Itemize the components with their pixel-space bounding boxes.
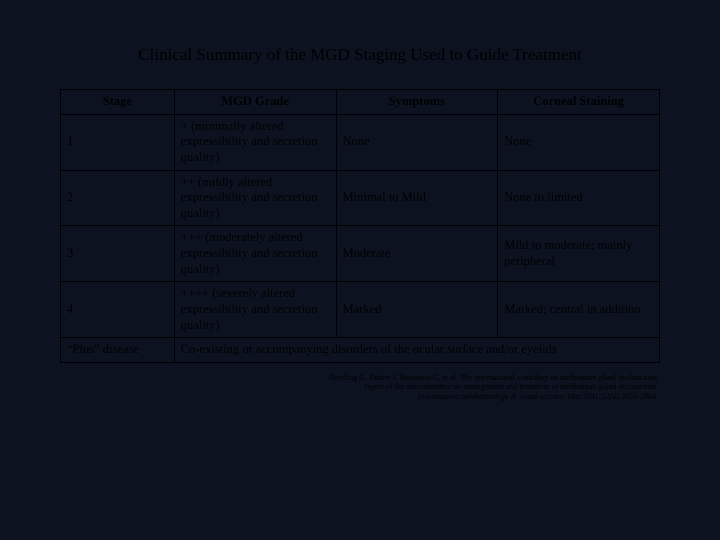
cell-stage: 4	[61, 282, 175, 338]
table-row: 3 +++ (moderately altered expressibility…	[61, 226, 660, 282]
table-row: 4 ++++ (severely altered expressibility …	[61, 282, 660, 338]
cell-stage: 2	[61, 170, 175, 226]
cell-staining: Marked; central in addition	[498, 282, 660, 338]
cell-grade: ++++ (severely altered expressibility an…	[174, 282, 336, 338]
citation-line: Geerling G, Tauber J, Baudouin C, et al.…	[329, 373, 658, 382]
table-row: 2 ++ (mildly altered expressibility and …	[61, 170, 660, 226]
col-grade: MGD Grade	[174, 90, 336, 115]
cell-plus-stage: “Plus” disease	[61, 338, 175, 363]
col-stage: Stage	[61, 90, 175, 115]
cell-symptoms: Marked	[336, 282, 498, 338]
staging-table: Stage MGD Grade Symptoms Corneal Stainin…	[60, 89, 660, 363]
cell-staining: None to limited	[498, 170, 660, 226]
cell-stage: 3	[61, 226, 175, 282]
page-title: Clinical Summary of the MGD Staging Used…	[60, 45, 660, 65]
citation-line: report of the subcommittee on management…	[365, 382, 658, 391]
cell-symptoms: Moderate	[336, 226, 498, 282]
table-row-plus: “Plus” disease Co-existing or accompanyi…	[61, 338, 660, 363]
cell-grade: +++ (moderately altered expressibility a…	[174, 226, 336, 282]
col-staining: Corneal Staining	[498, 90, 660, 115]
cell-stage: 1	[61, 114, 175, 170]
table-header-row: Stage MGD Grade Symptoms Corneal Stainin…	[61, 90, 660, 115]
col-symptoms: Symptoms	[336, 90, 498, 115]
citation-line: Investigative ophthalmology & visual sci…	[418, 392, 658, 401]
cell-grade: ++ (mildly altered expressibility and se…	[174, 170, 336, 226]
slide: Clinical Summary of the MGD Staging Used…	[0, 0, 720, 540]
table-row: 1 + (minimally altered expressibility an…	[61, 114, 660, 170]
cell-plus-desc: Co-existing or accompanying disorders of…	[174, 338, 659, 363]
cell-staining: Mild to moderate; mainly peripheral	[498, 226, 660, 282]
cell-symptoms: Minimal to Mild	[336, 170, 498, 226]
citation: Geerling G, Tauber J, Baudouin C, et al.…	[60, 373, 660, 402]
cell-staining: None	[498, 114, 660, 170]
cell-grade: + (minimally altered expressibility and …	[174, 114, 336, 170]
cell-symptoms: None	[336, 114, 498, 170]
